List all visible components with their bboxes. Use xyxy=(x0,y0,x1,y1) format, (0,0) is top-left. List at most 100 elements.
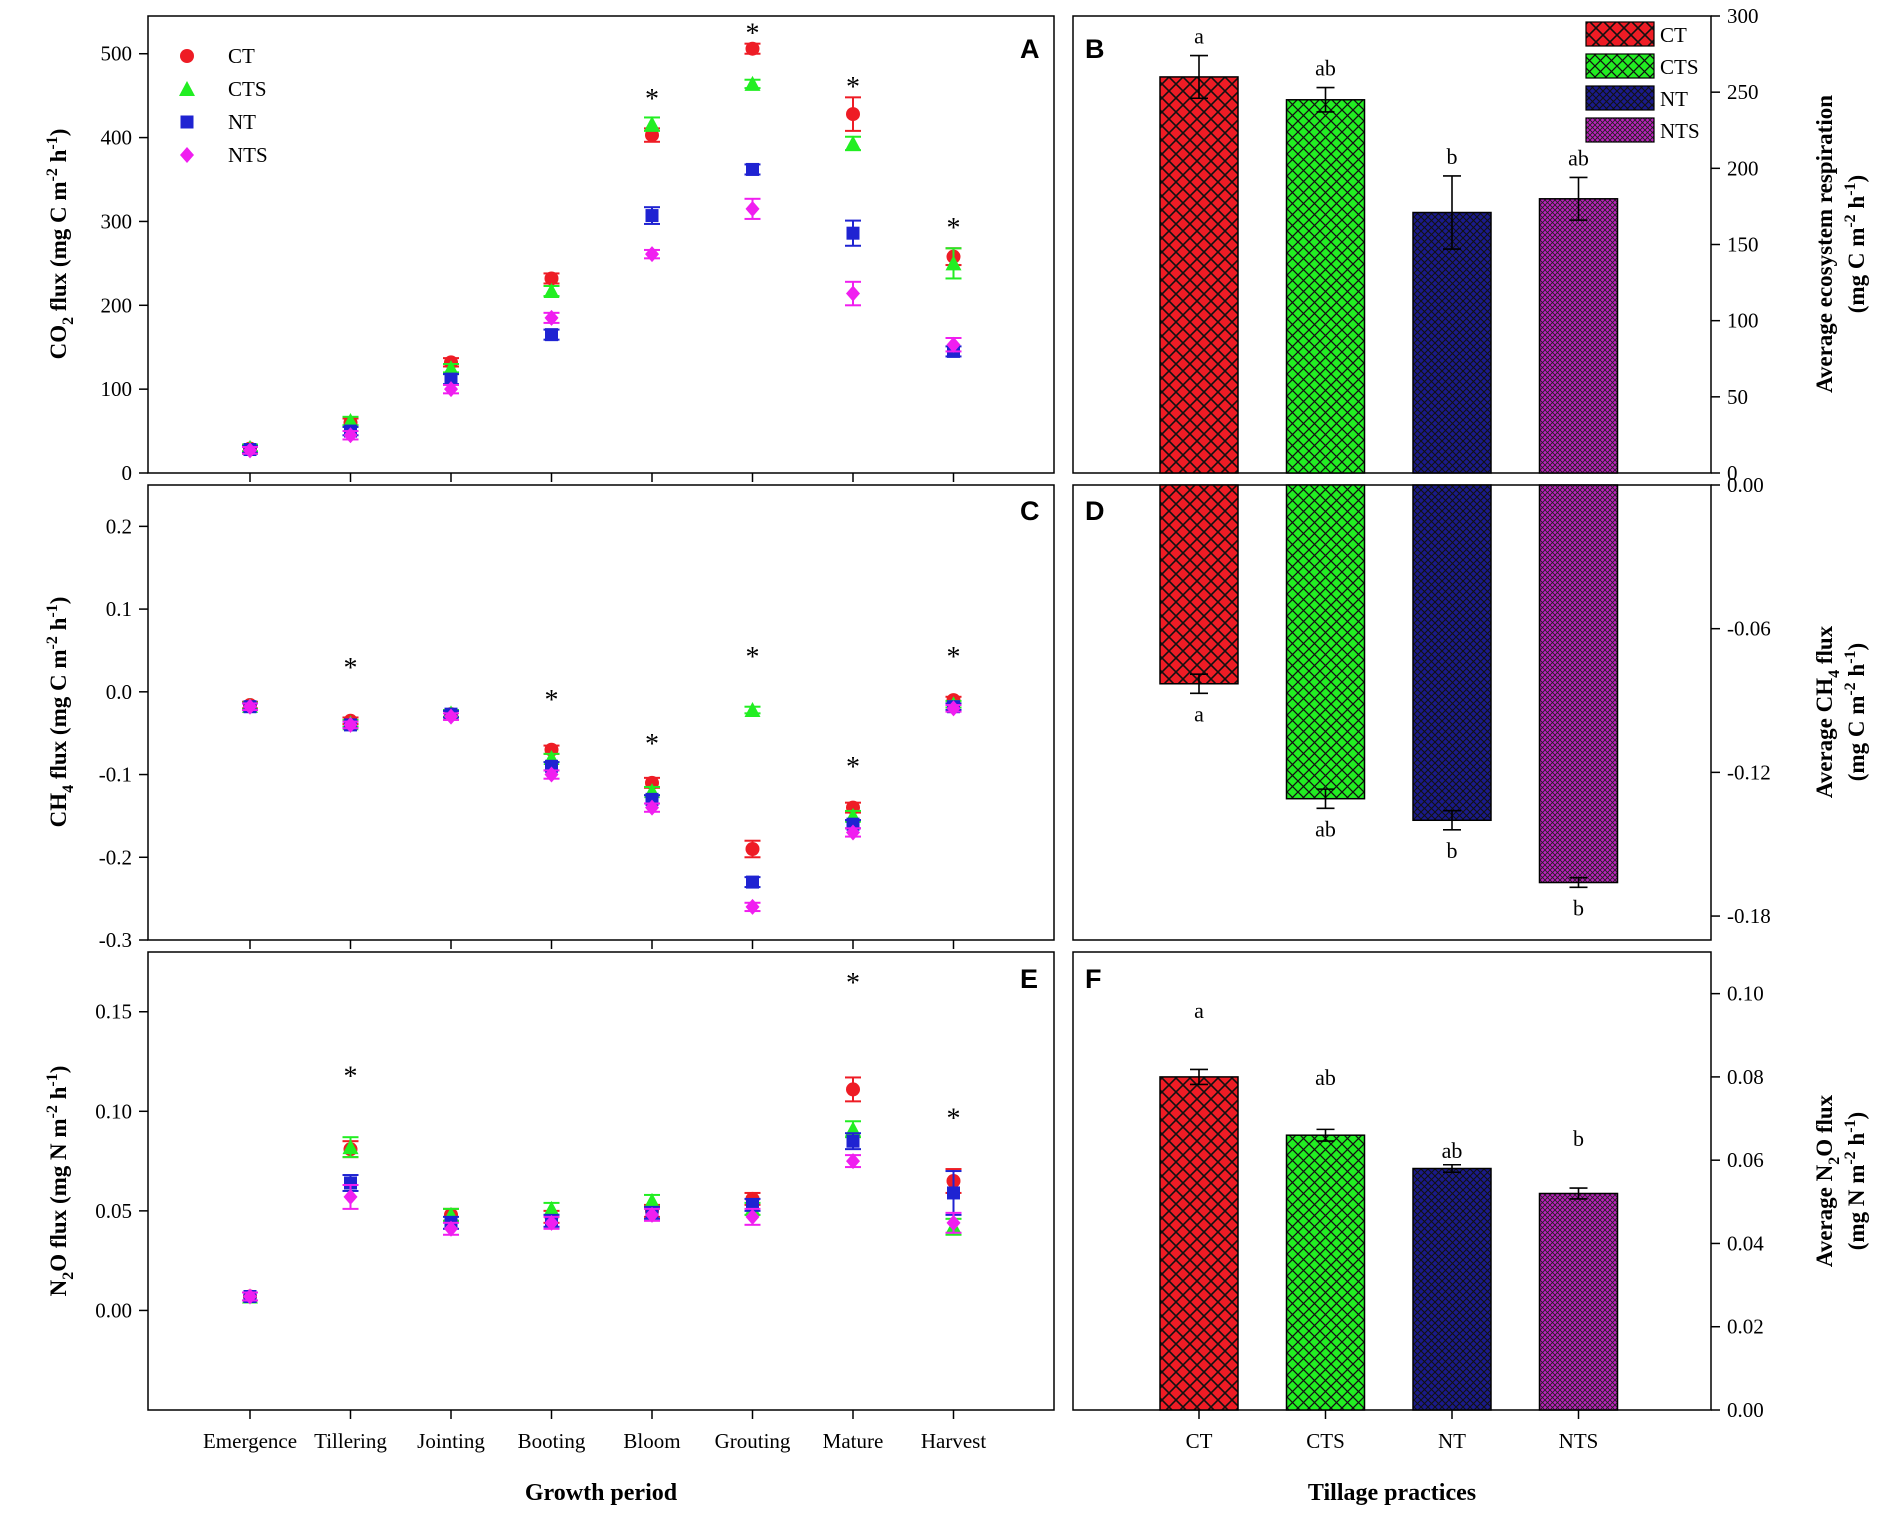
panel-E-ylabel-part: ) xyxy=(46,1066,71,1074)
panel-D-ylabel-part: (mg C m xyxy=(1844,696,1869,782)
y-tick-label: 150 xyxy=(1727,233,1759,257)
y-tick-label: 50 xyxy=(1727,385,1748,409)
panel-C-ylabel-part: flux (mg C m xyxy=(46,649,71,784)
panel-F-frame xyxy=(1072,951,1712,1411)
panel-A-ylabel-part: ) xyxy=(46,129,71,137)
marker-NTS xyxy=(645,1206,659,1223)
x-tick-label: Bloom xyxy=(623,1429,680,1453)
panel-A-ylabel-sup: -1 xyxy=(44,136,61,149)
legend-swatch-CT xyxy=(1585,21,1655,47)
y-tick-label: 0.00 xyxy=(1727,1398,1764,1422)
panel-D-y-axis: -0.18 -0.12 -0.06 0.00 xyxy=(1711,473,1771,928)
bar-NT xyxy=(1412,484,1492,822)
panel-F-ylabel-sub: 2 xyxy=(1826,1157,1843,1165)
marker-NTS xyxy=(444,381,458,398)
significance-letter: a xyxy=(1194,24,1204,49)
marker-NTS xyxy=(343,716,358,733)
marker-CTS xyxy=(945,255,962,271)
panel-D-marks: a ab b b xyxy=(1159,484,1619,920)
panel-E-ylabel-sup: -1 xyxy=(44,1073,61,1086)
panel-F-ylabel-part: (mg N m xyxy=(1844,1165,1869,1251)
marker-NT xyxy=(846,226,860,240)
y-tick-label: 400 xyxy=(101,126,133,150)
panel-D: -0.18 -0.12 -0.06 0.00 a ab b b D Average CH4 … xyxy=(1072,473,1869,941)
marker-NTS xyxy=(544,1214,559,1231)
marker-NTS xyxy=(846,285,860,302)
significance-star: * xyxy=(645,729,659,760)
panel-E-ylabel-part: N xyxy=(46,1279,71,1296)
significance-star: * xyxy=(846,72,860,103)
legend-label-NTS: NTS xyxy=(228,143,268,167)
significance-star: * xyxy=(344,653,358,684)
marker-CTS xyxy=(443,360,459,376)
y-tick-label: 0 xyxy=(1727,461,1738,485)
legend-label-CT: CT xyxy=(228,44,255,68)
y-tick-label: 300 xyxy=(1727,4,1759,28)
panel-A: 0 100 200 300 400 500 * * * * CT CTS NT NTS A CO2 f… xyxy=(44,15,1055,485)
left-x-axis-title: Growth period xyxy=(525,1480,678,1506)
marker-NTS xyxy=(180,147,194,163)
panel-A-ylabel-part: flux (mg C m xyxy=(46,181,71,316)
significance-star: * xyxy=(947,642,961,673)
x-tick-label: CT xyxy=(1186,1429,1213,1453)
marker-NT xyxy=(645,209,659,223)
panel-A-ylabel-sup: -2 xyxy=(44,168,61,181)
significance-letter: b xyxy=(1573,1126,1584,1151)
y-tick-label: 300 xyxy=(101,209,133,233)
panel-B: 0 50 100 150 200 250 300 a ab b ab CT CTS NT NTS B A… xyxy=(1072,4,1869,485)
significance-star: * xyxy=(846,968,860,999)
panel-E-letter: E xyxy=(1020,964,1038,994)
y-tick-label: 0 xyxy=(122,461,133,485)
significance-star: * xyxy=(645,84,659,115)
marker-NTS xyxy=(544,766,559,783)
marker-NT xyxy=(846,1134,860,1148)
marker-NTS xyxy=(946,700,961,717)
marker-CTS xyxy=(543,1200,560,1216)
panel-A-y-axis: 0 100 200 300 400 500 xyxy=(101,42,148,485)
panel-F-ylabel-sup: -1 xyxy=(1842,1119,1859,1132)
marker-CTS xyxy=(845,135,861,151)
panel-D-ylabel-sub: 4 xyxy=(1826,670,1843,678)
bar-NT xyxy=(1412,1167,1492,1411)
marker-CTS xyxy=(342,413,359,429)
y-tick-label: 0.0 xyxy=(106,680,132,704)
marker-CTS xyxy=(744,75,761,91)
panel-F-ylabel-sup: -2 xyxy=(1842,1151,1859,1164)
y-tick-label: 100 xyxy=(101,377,133,401)
bar-NTS xyxy=(1538,484,1619,884)
series-NTS xyxy=(242,698,962,915)
y-tick-label: 0.04 xyxy=(1727,1231,1764,1255)
y-tick-label: 0.05 xyxy=(95,1199,132,1223)
marker-NT xyxy=(545,328,558,342)
bar-NT xyxy=(1412,211,1492,474)
marker-NTS xyxy=(745,898,760,915)
panel-B-letter: B xyxy=(1085,34,1105,64)
marker-NTS xyxy=(745,1208,760,1225)
panel-B-ylabel-sup: -2 xyxy=(1842,214,1859,227)
x-tick-label: Grouting xyxy=(715,1429,791,1453)
panel-C-y-axis: -0.3 -0.2 -0.1 0.0 0.1 0.2 xyxy=(99,514,148,952)
bar-CTS xyxy=(1285,1134,1366,1411)
panel-B-legend: CT CTS NT NTS xyxy=(1585,21,1700,143)
marker-NTS xyxy=(444,1220,458,1237)
panel-A-ylabel-part: h xyxy=(46,149,71,168)
bar-CT xyxy=(1159,1076,1239,1411)
marker-CT xyxy=(745,842,760,856)
panel-D-frame xyxy=(1072,484,1712,941)
legend-swatch-CTS xyxy=(1585,53,1655,79)
significance-star: * xyxy=(746,19,760,50)
significance-star: * xyxy=(344,1061,358,1092)
panel-B-ylabel-line2: (mg C m-2 h-1) xyxy=(1842,175,1869,313)
marker-CT xyxy=(180,49,194,63)
marker-NTS xyxy=(243,442,257,459)
panel-C-ylabel-part: h xyxy=(46,617,71,636)
y-tick-label: 500 xyxy=(101,42,133,66)
panel-C-marks: * * * * * * xyxy=(242,642,962,915)
significance-letter: ab xyxy=(1568,145,1589,170)
panel-B-ylabel-line1: Average ecosystem respiration xyxy=(1812,95,1837,393)
marker-CTS xyxy=(644,1192,660,1208)
marker-NTS xyxy=(243,698,257,715)
panel-E-ylabel-sup: -2 xyxy=(44,1105,61,1118)
panel-B-ylabel-part: h xyxy=(1844,196,1869,215)
y-tick-label: 250 xyxy=(1727,80,1759,104)
